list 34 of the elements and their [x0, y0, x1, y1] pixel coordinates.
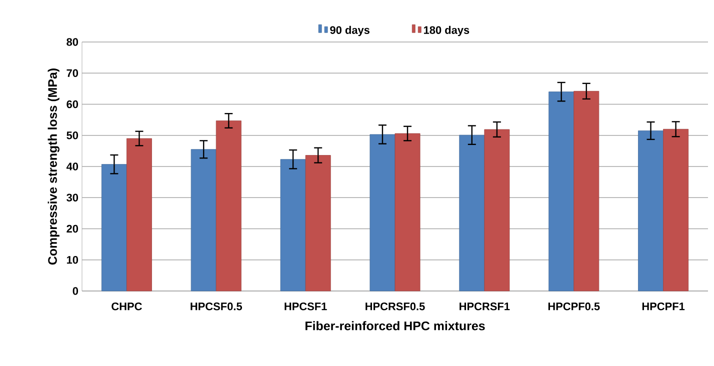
bar — [190, 149, 216, 292]
y-tick-label: 70 — [66, 69, 78, 78]
x-tick-label: HPCPF1 — [642, 302, 685, 310]
bar — [126, 138, 152, 292]
y-tick-label: 50 — [66, 132, 78, 140]
bar — [216, 120, 242, 292]
x-tick-label: HPCRSF1 — [460, 302, 510, 310]
bar — [280, 159, 306, 292]
legend-label: 180 days — [424, 26, 470, 36]
legend-label: 90 days — [330, 26, 370, 36]
y-tick-label: 0 — [72, 287, 78, 295]
bar — [370, 134, 396, 292]
x-axis-title: Fiber-reinforced HPC mixtures — [306, 321, 485, 330]
x-tick-label: HPCSF1 — [284, 302, 327, 310]
bar — [663, 128, 689, 292]
y-tick-label: 30 — [66, 194, 78, 202]
x-tick-label: HPCRSF0.5 — [366, 302, 425, 310]
y-tick-label: 10 — [66, 256, 78, 264]
bar — [101, 164, 127, 292]
bar — [394, 133, 420, 292]
bar — [638, 130, 664, 292]
bar — [574, 90, 600, 292]
y-tick-label: 80 — [66, 38, 78, 46]
y-axis-title: Compressive strength loss (MPa) — [48, 68, 60, 265]
y-tick-label: 60 — [66, 100, 78, 108]
bar — [484, 129, 510, 292]
y-tick-label: 40 — [66, 162, 78, 170]
x-tick-label: HPCPF0.5 — [548, 302, 600, 310]
bar — [548, 92, 574, 292]
x-tick-label: CHPC — [112, 302, 142, 310]
bar — [305, 155, 331, 292]
bar — [459, 134, 485, 292]
y-tick-label: 20 — [66, 224, 78, 233]
x-tick-label: HPCSF0.5 — [190, 302, 242, 310]
